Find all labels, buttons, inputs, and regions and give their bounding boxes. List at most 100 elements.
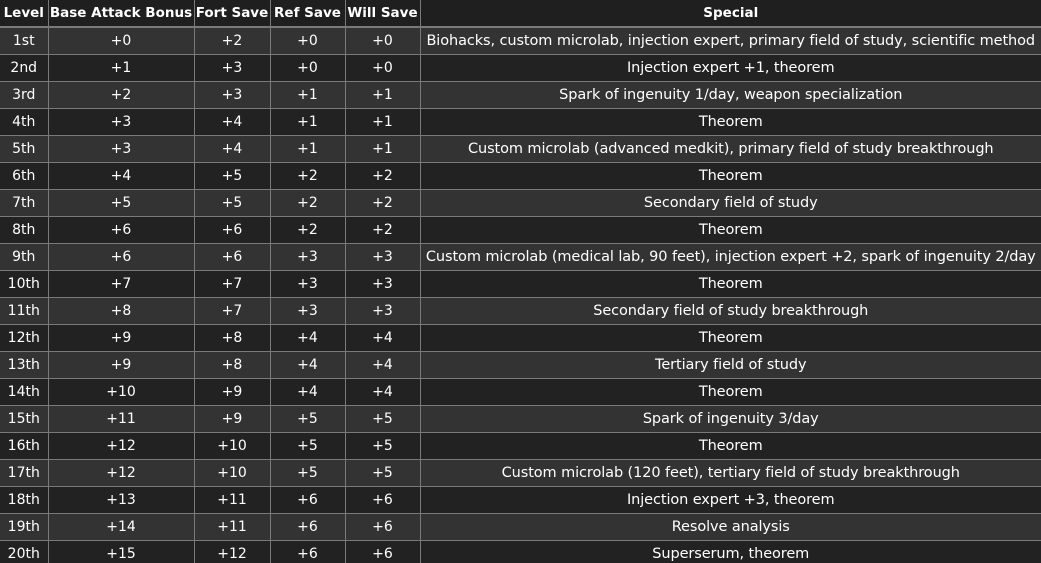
- will-save-cell: +5: [345, 405, 421, 433]
- fort-save-cell: +11: [194, 486, 271, 514]
- fort-save-cell: +3: [194, 54, 271, 82]
- level-cell: 17th: [0, 459, 49, 487]
- level-cell: 10th: [0, 270, 49, 298]
- level-cell: 13th: [0, 351, 49, 379]
- base-attack-bonus-cell: +12: [48, 432, 195, 460]
- fort-save-cell: +10: [194, 432, 271, 460]
- fort-save-cell: +8: [194, 351, 271, 379]
- special-cell: Theorem: [420, 270, 1041, 298]
- special-cell: Resolve analysis: [420, 513, 1041, 541]
- level-cell: 8th: [0, 216, 49, 244]
- table-row: 13th +9 +8 +4 +4 Tertiary field of study: [0, 351, 1041, 379]
- special-cell: Theorem: [420, 108, 1041, 136]
- base-attack-bonus-cell: +12: [48, 459, 195, 487]
- will-save-cell: +6: [345, 486, 421, 514]
- special-cell: Theorem: [420, 378, 1041, 406]
- header-fort-save: Fort Save: [194, 0, 271, 28]
- ref-save-cell: +4: [270, 378, 346, 406]
- table-row: 5th +3 +4 +1 +1 Custom microlab (advanced med…: [0, 135, 1041, 163]
- ref-save-cell: +6: [270, 540, 346, 563]
- ref-save-cell: +2: [270, 189, 346, 217]
- special-cell: Secondary field of study breakthrough: [420, 297, 1041, 325]
- table-row: 15th +11 +9 +5 +5 Spark of ingenuity 3/day: [0, 405, 1041, 433]
- ref-save-cell: +5: [270, 459, 346, 487]
- special-cell: Injection expert +1, theorem: [420, 54, 1041, 82]
- fort-save-cell: +12: [194, 540, 271, 563]
- header-base-attack-bonus: Base Attack Bonus: [48, 0, 195, 28]
- ref-save-cell: +1: [270, 135, 346, 163]
- special-cell: Custom microlab (120 feet), tertiary fie…: [420, 459, 1041, 487]
- will-save-cell: +3: [345, 270, 421, 298]
- fort-save-cell: +9: [194, 405, 271, 433]
- special-cell: Tertiary field of study: [420, 351, 1041, 379]
- will-save-cell: +5: [345, 432, 421, 460]
- fort-save-cell: +10: [194, 459, 271, 487]
- table-row: 20th +15 +12 +6 +6 Superserum, theorem: [0, 540, 1041, 563]
- base-attack-bonus-cell: +8: [48, 297, 195, 325]
- ref-save-cell: +6: [270, 513, 346, 541]
- fort-save-cell: +11: [194, 513, 271, 541]
- will-save-cell: +1: [345, 135, 421, 163]
- table-row: 18th +13 +11 +6 +6 Injection expert +3, theor…: [0, 486, 1041, 514]
- level-cell: 6th: [0, 162, 49, 190]
- base-attack-bonus-cell: +1: [48, 54, 195, 82]
- table-row: 10th +7 +7 +3 +3 Theorem: [0, 270, 1041, 298]
- level-cell: 15th: [0, 405, 49, 433]
- special-cell: Spark of ingenuity 3/day: [420, 405, 1041, 433]
- level-cell: 3rd: [0, 81, 49, 109]
- header-level: Level: [0, 0, 49, 28]
- table-row: 1st +0 +2 +0 +0 Biohacks, custom microlab, in…: [0, 27, 1041, 55]
- ref-save-cell: +3: [270, 270, 346, 298]
- will-save-cell: +3: [345, 297, 421, 325]
- level-cell: 11th: [0, 297, 49, 325]
- table-row: 16th +12 +10 +5 +5 Theorem: [0, 432, 1041, 460]
- will-save-cell: +6: [345, 540, 421, 563]
- ref-save-cell: +2: [270, 162, 346, 190]
- will-save-cell: +2: [345, 189, 421, 217]
- level-cell: 4th: [0, 108, 49, 136]
- ref-save-cell: +6: [270, 486, 346, 514]
- fort-save-cell: +9: [194, 378, 271, 406]
- base-attack-bonus-cell: +10: [48, 378, 195, 406]
- will-save-cell: +0: [345, 27, 421, 55]
- table-row: 11th +8 +7 +3 +3 Secondary field of study bre…: [0, 297, 1041, 325]
- special-cell: Custom microlab (medical lab, 90 feet), …: [420, 243, 1041, 271]
- special-cell: Theorem: [420, 324, 1041, 352]
- ref-save-cell: +4: [270, 351, 346, 379]
- special-cell: Custom microlab (advanced medkit), prima…: [420, 135, 1041, 163]
- will-save-cell: +1: [345, 108, 421, 136]
- will-save-cell: +0: [345, 54, 421, 82]
- base-attack-bonus-cell: +0: [48, 27, 195, 55]
- level-cell: 5th: [0, 135, 49, 163]
- table-row: 17th +12 +10 +5 +5 Custom microlab (120 feet)…: [0, 459, 1041, 487]
- ref-save-cell: +4: [270, 324, 346, 352]
- level-cell: 16th: [0, 432, 49, 460]
- table-row: 7th +5 +5 +2 +2 Secondary field of study: [0, 189, 1041, 217]
- base-attack-bonus-cell: +13: [48, 486, 195, 514]
- base-attack-bonus-cell: +2: [48, 81, 195, 109]
- special-cell: Injection expert +3, theorem: [420, 486, 1041, 514]
- base-attack-bonus-cell: +15: [48, 540, 195, 563]
- ref-save-cell: +3: [270, 297, 346, 325]
- fort-save-cell: +6: [194, 216, 271, 244]
- level-cell: 9th: [0, 243, 49, 271]
- ref-save-cell: +5: [270, 405, 346, 433]
- table-row: 3rd +2 +3 +1 +1 Spark of ingenuity 1/day, wea…: [0, 81, 1041, 109]
- will-save-cell: +1: [345, 81, 421, 109]
- level-cell: 7th: [0, 189, 49, 217]
- will-save-cell: +4: [345, 378, 421, 406]
- special-cell: Secondary field of study: [420, 189, 1041, 217]
- header-special: Special: [420, 0, 1041, 28]
- table-body: 1st +0 +2 +0 +0 Biohacks, custom microlab, in…: [0, 27, 1041, 563]
- will-save-cell: +4: [345, 351, 421, 379]
- table-row: 8th +6 +6 +2 +2 Theorem: [0, 216, 1041, 244]
- ref-save-cell: +1: [270, 108, 346, 136]
- table-row: 6th +4 +5 +2 +2 Theorem: [0, 162, 1041, 190]
- will-save-cell: +3: [345, 243, 421, 271]
- base-attack-bonus-cell: +14: [48, 513, 195, 541]
- ref-save-cell: +2: [270, 216, 346, 244]
- ref-save-cell: +5: [270, 432, 346, 460]
- fort-save-cell: +2: [194, 27, 271, 55]
- level-cell: 12th: [0, 324, 49, 352]
